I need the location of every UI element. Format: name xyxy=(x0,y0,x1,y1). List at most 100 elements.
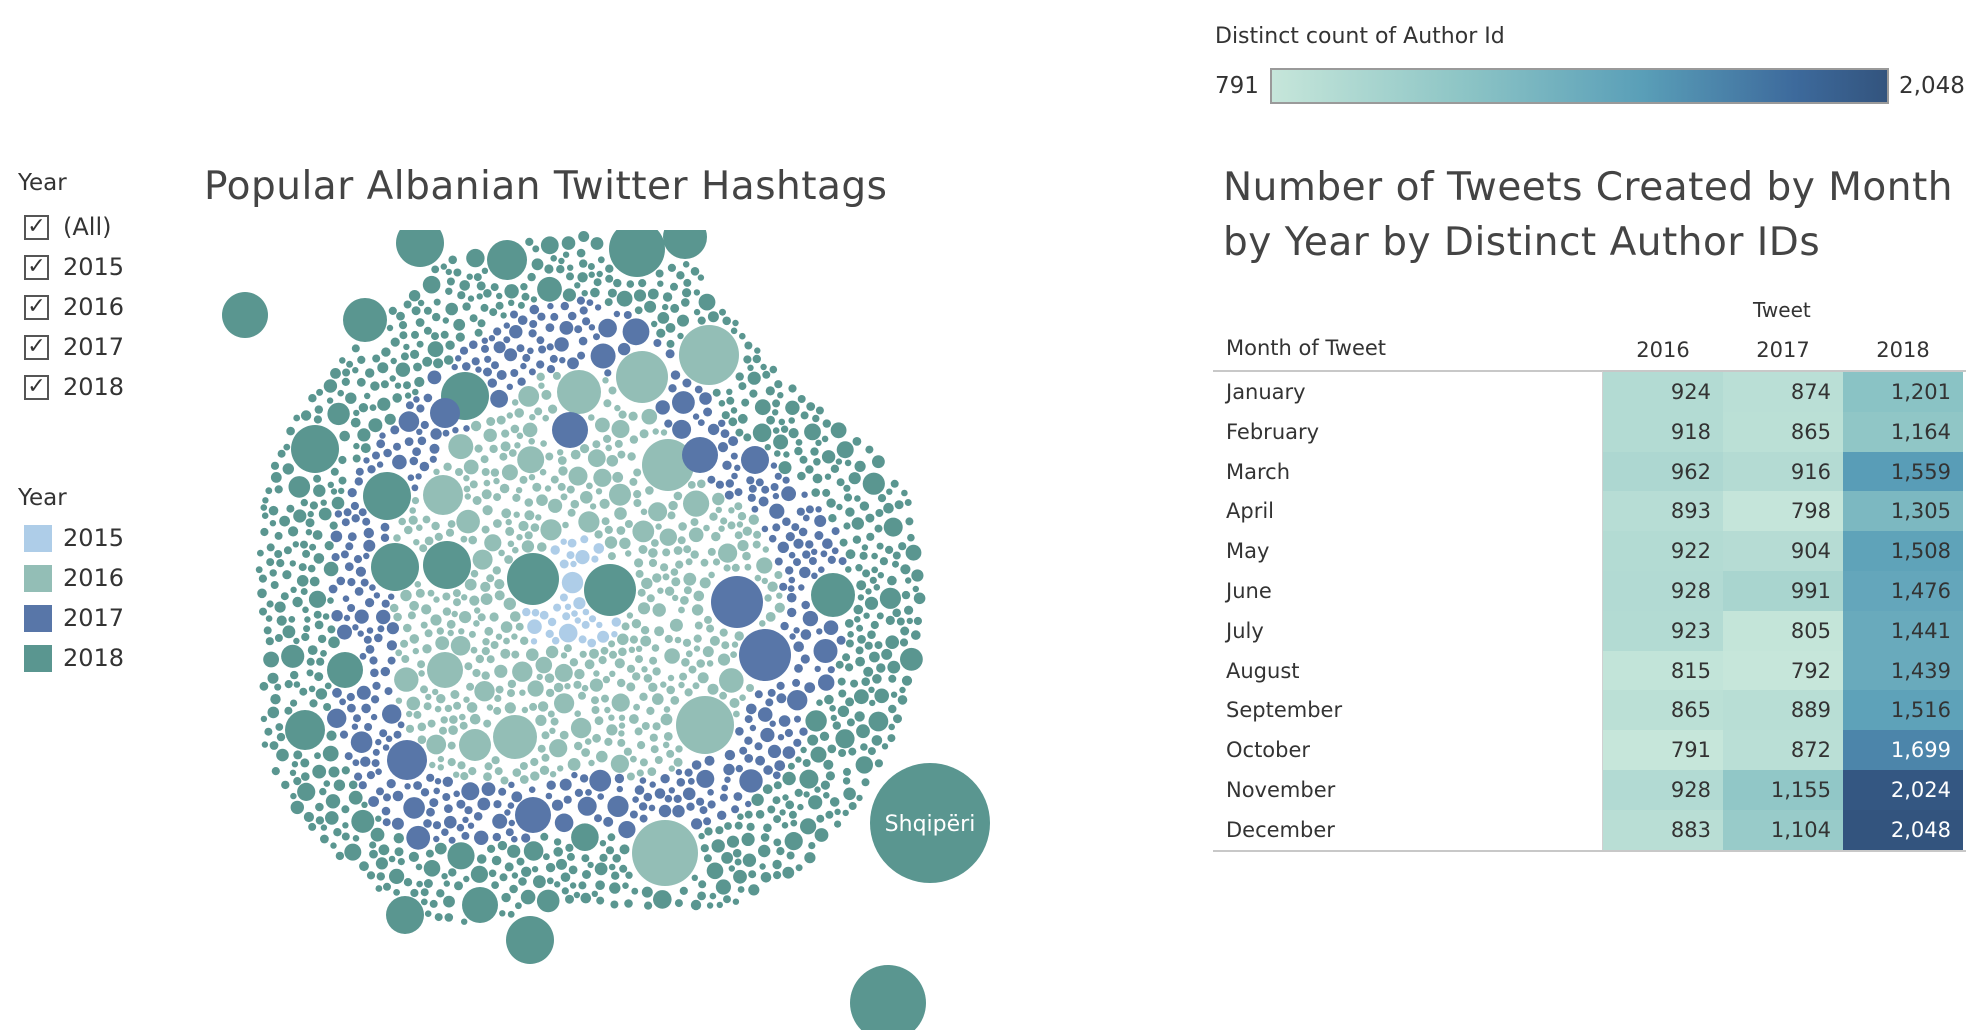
bubble[interactable] xyxy=(800,411,809,420)
bubble[interactable] xyxy=(442,592,451,601)
bubble[interactable] xyxy=(643,674,653,683)
bubble[interactable] xyxy=(302,606,309,614)
bubble[interactable] xyxy=(605,274,614,283)
bubble[interactable] xyxy=(722,460,732,470)
bubble[interactable] xyxy=(619,844,630,855)
bubble[interactable] xyxy=(869,651,880,663)
bubble[interactable] xyxy=(306,669,314,677)
bubble[interactable] xyxy=(582,608,590,616)
bubble[interactable] xyxy=(623,747,632,756)
bubble[interactable] xyxy=(388,855,396,863)
bubble[interactable] xyxy=(861,677,870,686)
bubble[interactable] xyxy=(558,623,578,643)
bubble[interactable] xyxy=(394,667,419,692)
bubble[interactable] xyxy=(324,541,334,551)
bubble[interactable] xyxy=(879,557,889,566)
bubble[interactable] xyxy=(608,386,617,395)
bubble[interactable] xyxy=(772,859,782,870)
bubble[interactable] xyxy=(501,508,512,519)
bubble[interactable] xyxy=(755,755,765,766)
bubble[interactable] xyxy=(892,560,899,568)
bubble[interactable] xyxy=(408,290,421,302)
bubble[interactable] xyxy=(677,314,689,327)
bubble[interactable] xyxy=(816,628,823,635)
bubble[interactable] xyxy=(587,449,606,468)
bubble[interactable] xyxy=(811,488,820,497)
bubble[interactable] xyxy=(582,870,591,879)
bubble[interactable] xyxy=(660,429,668,436)
bubble[interactable] xyxy=(493,715,537,759)
bubble[interactable] xyxy=(652,693,664,705)
bubble[interactable] xyxy=(382,744,390,751)
bubble[interactable] xyxy=(837,677,846,686)
bubble[interactable] xyxy=(529,414,536,421)
bubble[interactable] xyxy=(356,377,366,387)
bubble[interactable] xyxy=(744,563,752,571)
bubble[interactable] xyxy=(341,766,350,775)
bubble[interactable] xyxy=(627,452,636,461)
bubble[interactable] xyxy=(848,747,857,756)
bubble[interactable] xyxy=(387,656,396,665)
bubble[interactable] xyxy=(433,787,441,795)
bubble[interactable] xyxy=(795,864,803,872)
bubble[interactable] xyxy=(450,690,460,699)
bubble[interactable] xyxy=(690,267,700,276)
bubble[interactable] xyxy=(534,407,543,416)
bubble[interactable] xyxy=(288,476,311,498)
bubble[interactable] xyxy=(614,439,623,448)
bubble[interactable] xyxy=(890,691,898,698)
bubble[interactable] xyxy=(812,473,823,484)
bubble[interactable] xyxy=(762,546,769,553)
bubble[interactable] xyxy=(499,873,508,882)
bubble[interactable] xyxy=(650,745,659,754)
bubble[interactable] xyxy=(293,414,301,422)
bubble[interactable] xyxy=(487,378,497,388)
bubble[interactable] xyxy=(551,799,564,811)
bubble[interactable] xyxy=(748,870,757,879)
bubble[interactable] xyxy=(541,731,550,740)
bubble[interactable] xyxy=(767,581,778,592)
bubble[interactable] xyxy=(486,704,494,711)
bubble[interactable] xyxy=(733,710,740,718)
bubble[interactable] xyxy=(433,298,441,306)
value-cell-2018[interactable]: 1,559 xyxy=(1843,451,1963,492)
bubble[interactable] xyxy=(360,443,371,454)
bubble[interactable] xyxy=(511,791,523,803)
bubble[interactable] xyxy=(429,798,439,808)
bubble[interactable] xyxy=(673,757,683,767)
bubble[interactable] xyxy=(762,370,771,379)
bubble[interactable] xyxy=(794,664,803,673)
bubble[interactable] xyxy=(398,517,406,526)
bubble[interactable] xyxy=(505,828,514,837)
bubble[interactable] xyxy=(720,517,728,525)
bubble[interactable] xyxy=(334,510,343,518)
bubble[interactable] xyxy=(222,292,268,338)
bubble[interactable] xyxy=(592,733,601,743)
bubble[interactable] xyxy=(609,483,631,506)
bubble[interactable] xyxy=(270,472,282,483)
bubble[interactable] xyxy=(413,710,422,719)
bubble[interactable] xyxy=(712,558,721,566)
bubble[interactable] xyxy=(855,646,864,655)
bubble[interactable] xyxy=(498,549,505,557)
bubble[interactable] xyxy=(706,660,714,667)
bubble[interactable] xyxy=(403,343,410,351)
bubble[interactable] xyxy=(330,488,338,495)
bubble[interactable] xyxy=(776,592,783,599)
bubble[interactable] xyxy=(463,475,470,482)
bubble[interactable] xyxy=(300,758,310,768)
bubble[interactable] xyxy=(633,703,640,711)
bubble[interactable] xyxy=(676,696,734,754)
bubble[interactable] xyxy=(531,258,544,271)
bubble[interactable] xyxy=(372,451,380,460)
bubble[interactable] xyxy=(666,749,675,758)
bubble[interactable] xyxy=(500,776,509,785)
bubble[interactable] xyxy=(792,678,801,687)
bubble[interactable] xyxy=(300,588,308,595)
bubble[interactable] xyxy=(913,616,923,626)
bubble[interactable] xyxy=(484,626,494,636)
bubble[interactable] xyxy=(506,412,513,419)
bubble[interactable] xyxy=(707,547,716,556)
bubble[interactable] xyxy=(261,741,269,748)
bubble[interactable] xyxy=(423,879,433,888)
